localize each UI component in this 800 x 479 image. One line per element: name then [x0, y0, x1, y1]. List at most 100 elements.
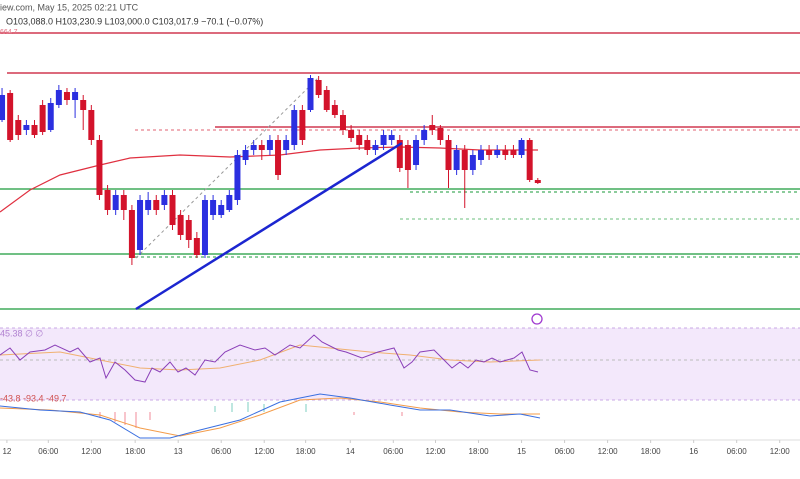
candle-body [396, 140, 403, 168]
candle-body [518, 140, 525, 155]
candle-body [323, 90, 330, 110]
x-tick-label: 06:00 [38, 447, 59, 456]
ohlc-readout: O103,088.0 H103,230.9 L103,000.0 C103,01… [6, 16, 263, 26]
candle-body [413, 140, 420, 165]
x-tick-label: 06:00 [211, 447, 232, 456]
candle-body [39, 105, 46, 132]
x-tick-label: 18:00 [641, 447, 662, 456]
rsi-line [0, 334, 539, 383]
x-tick-label: 14 [346, 447, 355, 456]
candle-body [112, 195, 119, 210]
candle-body [120, 195, 127, 210]
candle-body [7, 93, 14, 140]
candle-body [234, 155, 241, 200]
candle-body [421, 130, 428, 140]
candles [0, 75, 541, 265]
candle-body [437, 128, 444, 140]
candle-body [258, 145, 265, 150]
x-tick-label: 18:00 [469, 447, 490, 456]
candle-body [177, 215, 184, 235]
x-tick-label: 18:00 [296, 447, 317, 456]
candle-body [356, 135, 363, 145]
candle-body [453, 150, 460, 170]
candle-body [185, 220, 192, 240]
candle-body [339, 115, 346, 130]
candle-body [486, 150, 493, 155]
candle-body [226, 195, 233, 210]
candle-body [210, 200, 217, 215]
x-tick-label: 12:00 [425, 447, 446, 456]
candle-body [307, 78, 314, 110]
rsi-band [0, 328, 800, 400]
candle-body [104, 190, 111, 210]
candle-body [250, 145, 257, 150]
candle-body [469, 155, 476, 170]
candle-body [494, 150, 501, 155]
candle-body [145, 200, 152, 210]
candle-body [364, 140, 371, 150]
candle-body [63, 92, 70, 100]
candle-body [88, 110, 95, 140]
candle-body [502, 150, 509, 155]
candle-body [534, 180, 541, 183]
candle-body [275, 140, 282, 175]
candle-body [477, 150, 484, 160]
candle-body [47, 103, 54, 130]
x-tick-label: 06:00 [383, 447, 404, 456]
candle-body [0, 95, 6, 120]
candle-body [137, 200, 144, 250]
candle-body [299, 110, 306, 140]
macd-signal [0, 397, 540, 437]
candle-body [128, 210, 135, 258]
x-tick-label: 06:00 [727, 447, 748, 456]
candle-body [55, 90, 62, 105]
event-icon [531, 313, 543, 325]
candle-body [242, 150, 249, 160]
candle-body [510, 150, 517, 155]
candle-body [169, 195, 176, 225]
candle-body [445, 140, 452, 170]
x-tick-label: 06:00 [555, 447, 576, 456]
price-tag: 664.7 [0, 29, 18, 36]
x-tick-label: 12:00 [770, 447, 791, 456]
x-tick-label: 15 [517, 447, 526, 456]
drawings [0, 32, 800, 325]
chart-title: iew.com, May 15, 2025 02:21 UTC [0, 2, 139, 12]
rsi-readout: 45.38 ∅ ∅ [0, 328, 43, 338]
fib-diagonal [135, 77, 319, 259]
candle-body [404, 145, 411, 170]
x-tick-label: 12 [2, 447, 11, 456]
candle-body [283, 140, 290, 150]
candle-body [331, 105, 338, 115]
x-tick-label: 18:00 [125, 447, 146, 456]
candle-body [201, 200, 208, 255]
candle-body [526, 140, 533, 180]
candle-body [315, 80, 322, 95]
candle-body [348, 130, 355, 138]
candle-body [23, 125, 30, 130]
macd-readout: -43.8 -93.4 -49.7 [0, 393, 67, 403]
x-tick-label: 13 [174, 447, 183, 456]
candle-body [193, 238, 200, 255]
macd-line [0, 393, 541, 439]
candle-body [461, 150, 468, 170]
trend-line [135, 141, 403, 311]
candle-body [380, 135, 387, 145]
x-tick-label: 12:00 [81, 447, 102, 456]
candle-body [80, 100, 87, 110]
candle-body [266, 140, 273, 150]
candle-body [15, 120, 22, 135]
candle-body [72, 92, 79, 100]
candle-body [96, 140, 103, 195]
candle-body [31, 125, 38, 135]
candle-body [161, 195, 168, 205]
x-tick-label: 12:00 [598, 447, 619, 456]
candle-body [291, 110, 298, 145]
candle-body [372, 145, 379, 150]
candle-body [218, 205, 225, 215]
candle-body [388, 135, 395, 140]
candle-body [429, 125, 436, 130]
x-tick-label: 16 [689, 447, 698, 456]
candle-body [153, 200, 160, 210]
